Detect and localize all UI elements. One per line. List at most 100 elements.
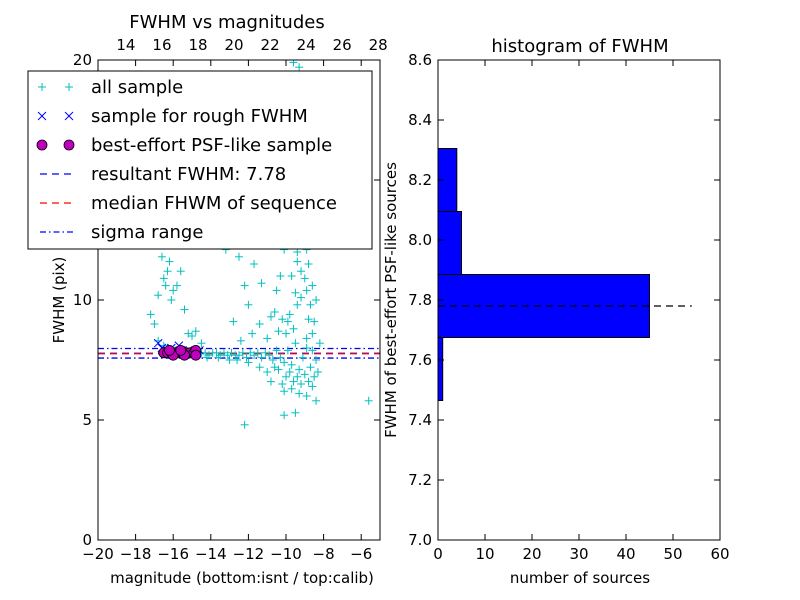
scatter-point-s0-56 <box>298 353 307 362</box>
scatter-point-s0-40 <box>238 348 247 357</box>
scatter-point-s0-6 <box>172 281 181 290</box>
histogram-ytick-label: 7.0 <box>408 531 432 549</box>
scatter-point-s0-91 <box>289 60 298 67</box>
scatter-xtick-label: −20 <box>82 545 114 563</box>
scatter-point-s0-2 <box>159 274 168 283</box>
scatter-point-s0-65 <box>289 377 298 386</box>
scatter-point-s0-57 <box>302 344 311 352</box>
scatter-point-s0-51 <box>280 358 289 367</box>
scatter-point-s0-160 <box>233 356 242 364</box>
scatter-point-s0-5 <box>167 296 176 304</box>
histogram-xtick-label: 20 <box>522 545 541 563</box>
scatter-point-s0-148 <box>302 392 311 400</box>
scatter-point-s0-14 <box>157 252 166 261</box>
scatter-ytick-label: 5 <box>82 411 92 429</box>
scatter-ytick-label: 0 <box>82 531 92 549</box>
histogram-ytick-label: 7.4 <box>408 411 432 429</box>
scatter-point-s2-14 <box>164 344 175 356</box>
scatter-point-s0-1 <box>154 291 163 300</box>
scatter-point-s0-107 <box>266 312 275 321</box>
histogram-ytick-label: 7.2 <box>408 471 432 489</box>
legend-box <box>27 70 373 250</box>
legend-label: sigma range <box>91 222 203 243</box>
histogram-xtick-label: 50 <box>663 545 682 563</box>
legend-marker-sample <box>38 83 46 91</box>
scatter-point-s0-139 <box>297 267 306 276</box>
scatter-point-s0-90 <box>295 63 304 72</box>
legend-entry-0: all sample <box>38 77 183 98</box>
legend-marker-sample <box>37 111 47 121</box>
scatter-point-s0-152 <box>240 420 249 429</box>
scatter-point-s0-15 <box>169 286 178 295</box>
scatter-point-s0-101 <box>289 324 298 333</box>
histogram-x-ticks: 0 10 20 30 40 50 60 <box>433 60 730 563</box>
scatter-point-s0-49 <box>272 346 281 355</box>
histogram-y-ticks: 7.0 7.2 7.4 7.6 7.8 8.0 8.2 8.4 8.6 <box>408 51 720 549</box>
scatter-point-s0-163 <box>203 353 212 362</box>
scatter-point-s0-118 <box>244 300 253 309</box>
scatter-xtick-label: −8 <box>313 545 335 563</box>
scatter-title: FWHM vs magnitudes <box>129 12 324 33</box>
scatter-point-s0-147 <box>295 389 304 398</box>
histogram-bar-2 <box>438 211 462 275</box>
scatter-point-s0-64 <box>293 372 302 381</box>
scatter-top-tick-label: 16 <box>152 36 171 54</box>
scatter-point-s0-145 <box>280 387 289 396</box>
scatter-point-s0-140 <box>293 257 302 266</box>
scatter-xtick-label: −6 <box>350 545 372 563</box>
scatter-x-axis-label: magnitude (bottom:isnt / top:calib) <box>110 569 374 587</box>
scatter-point-s0-45 <box>257 353 266 362</box>
legend-entry-5: sigma range <box>40 222 203 243</box>
scatter-point-s0-150 <box>291 408 300 417</box>
scatter-point-s0-63 <box>297 380 306 388</box>
histogram-ytick-label: 8.6 <box>408 51 432 69</box>
legend-marker-sample <box>64 111 74 121</box>
scatter-ytick-label: 10 <box>73 291 92 309</box>
scatter-point-s0-3 <box>163 267 172 276</box>
scatter-point-s0-121 <box>229 317 238 326</box>
histogram-xtick-label: 10 <box>475 545 494 563</box>
scatter-point-s0-104 <box>278 315 287 324</box>
scatter-point-s2-10 <box>190 349 202 361</box>
legend-label: all sample <box>91 77 183 98</box>
scatter-point-s0-4 <box>165 257 174 266</box>
scatter-panel: FWHM vs magnitudes −20 −18 −16 −14 −12 −10 −8−… <box>27 12 388 587</box>
scatter-point-s0-8 <box>180 305 189 314</box>
histogram-ytick-label: 8.2 <box>408 171 432 189</box>
scatter-point-s0-44 <box>253 348 262 357</box>
scatter-point-s0-155 <box>270 363 279 372</box>
scatter-point-s2-13 <box>175 344 187 356</box>
scatter-point-s0-10 <box>188 332 196 340</box>
scatter-point-s0-105 <box>274 327 283 336</box>
scatter-top-tick-label: 24 <box>297 36 316 54</box>
scatter-point-s0-48 <box>268 356 277 364</box>
scatter-point-s0-62 <box>300 370 309 379</box>
histogram-ytick-label: 8.4 <box>408 111 432 129</box>
scatter-top-tick-label: 20 <box>224 36 243 54</box>
scatter-x-ticks: −20 −18 −16 −14 −12 −10 −8 −6 <box>82 60 372 563</box>
scatter-point-s0-58 <box>306 363 315 372</box>
histogram-xtick-label: 60 <box>710 545 729 563</box>
scatter-xtick-label: −12 <box>233 545 265 563</box>
scatter-point-s0-159 <box>244 358 253 367</box>
scatter-top-tick-label: 26 <box>333 36 352 54</box>
legend-entries: all sample sample for rough FWHM best-effo… <box>36 77 337 243</box>
legend-marker-sample <box>63 139 75 151</box>
histogram-title: histogram of FWHM <box>491 36 668 57</box>
scatter-point-s0-12 <box>197 339 206 348</box>
scatter-point-s0-114 <box>235 252 243 261</box>
scatter-point-s0-96 <box>308 281 317 290</box>
scatter-point-s0-158 <box>255 363 264 372</box>
legend-label: best-effort PSF-like sample <box>91 135 332 156</box>
scatter-point-s0-126 <box>297 293 306 302</box>
scatter-point-s0-16 <box>161 281 170 290</box>
scatter-point-s0-52 <box>283 346 292 355</box>
scatter-point-s0-61 <box>304 377 313 386</box>
histogram-ytick-label: 8.0 <box>408 231 432 249</box>
scatter-xtick-label: −14 <box>195 545 227 563</box>
histogram-bars <box>438 148 650 401</box>
histogram-xtick-label: 30 <box>569 545 588 563</box>
scatter-point-s0-111 <box>257 279 266 288</box>
legend-marker-sample <box>65 83 73 91</box>
